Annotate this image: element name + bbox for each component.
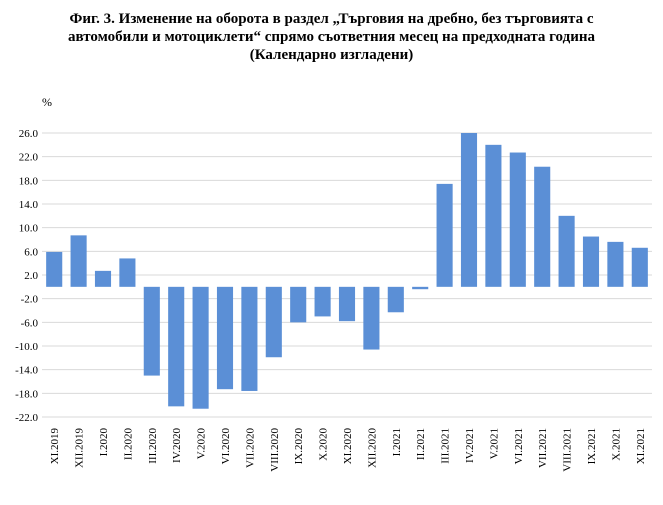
- bar-viii-2021: [558, 215, 575, 287]
- bar-iv-2021: [460, 133, 478, 287]
- x-tick-label: VIII.2020: [269, 428, 281, 472]
- y-tick-label: 2.0: [24, 270, 38, 282]
- x-tick-label: XI.2020: [342, 428, 354, 465]
- bar-x-2020: [314, 286, 331, 317]
- y-axis-ticks: 26.0 22.0 18.0 14.0 10.0 6.0 2.0 -2.0 -6.0 -10.0 -…: [15, 128, 38, 424]
- x-tick-label: II.2021: [415, 428, 427, 460]
- x-tick-label: V.2020: [196, 428, 208, 460]
- bar-v-2021: [485, 144, 502, 287]
- y-tick-label: 6.0: [24, 246, 38, 258]
- y-tick-label: -18.0: [15, 388, 38, 400]
- chart-title: Фиг. 3. Изменение на оборота в раздел „Т…: [0, 10, 663, 64]
- y-tick-label: 14.0: [19, 199, 39, 211]
- y-tick-label: 10.0: [19, 223, 39, 235]
- y-tick-label: -14.0: [15, 365, 38, 377]
- x-tick-label: X.2021: [610, 428, 622, 461]
- bar-ii-2020: [119, 258, 136, 287]
- bar-xi-2020: [338, 286, 356, 322]
- chart-title-line-3: (Календарно изгладени): [249, 47, 414, 63]
- x-tick-label: V.2021: [488, 428, 500, 459]
- x-tick-label: XII.2019: [74, 428, 86, 469]
- y-tick-label: 22.0: [19, 152, 39, 164]
- x-tick-label: III.2020: [147, 428, 159, 464]
- x-tick-label: II.2020: [122, 428, 134, 461]
- y-tick-label: 18.0: [19, 175, 39, 187]
- x-tick-label: VII.2021: [537, 428, 549, 468]
- y-tick-label: -2.0: [21, 294, 39, 306]
- y-tick-label: -22.0: [15, 412, 38, 424]
- bar-x-2021: [607, 241, 624, 287]
- bar-xii-2020: [363, 286, 380, 350]
- chart-title-line-1: Фиг. 3. Изменение на оборота в раздел „Т…: [69, 11, 594, 27]
- x-tick-label: IV.2020: [171, 428, 183, 463]
- chart-title-line-2: автомобили и мотоциклети“ спрямо съответ…: [68, 29, 595, 45]
- bar-viii-2020: [265, 286, 282, 358]
- x-tick-label: VII.2020: [244, 428, 256, 469]
- bar-xi-2019: [46, 251, 63, 287]
- y-axis-unit-label: %: [42, 95, 52, 109]
- bar-ii-2021: [412, 286, 429, 290]
- y-tick-label: -10.0: [15, 341, 38, 353]
- bar-ix-2020: [290, 286, 307, 323]
- bar-ix-2021: [582, 236, 600, 287]
- x-tick-label: X.2020: [318, 428, 330, 461]
- bar-vii-2021: [534, 166, 551, 287]
- x-tick-label: IX.2021: [586, 428, 598, 464]
- x-tick-label: XI.2019: [49, 428, 61, 465]
- bar-xii-2019: [70, 235, 87, 287]
- bar-vi-2021: [509, 152, 526, 287]
- y-tick-label: 26.0: [19, 128, 39, 140]
- x-tick-label: I.2020: [98, 428, 110, 457]
- bar-iv-2020: [168, 286, 185, 407]
- x-tick-label: IV.2021: [464, 428, 476, 463]
- bar-vi-2020: [216, 286, 234, 390]
- bar-xi-2021: [631, 247, 648, 287]
- x-tick-label: XI.2021: [635, 428, 647, 464]
- bar-v-2020: [192, 286, 209, 409]
- x-axis-ticks: XI.2019 XII.2019 I.2020 II.2020 III.2020 IV.2…: [49, 428, 647, 472]
- x-tick-label: IX.2020: [293, 428, 305, 465]
- bar-iii-2021: [436, 183, 453, 287]
- bars: [46, 133, 648, 409]
- x-tick-label: III.2021: [440, 428, 452, 464]
- bar-i-2021: [387, 286, 404, 313]
- bar-i-2020: [94, 270, 112, 287]
- x-tick-label: VI.2020: [220, 428, 232, 465]
- x-tick-label: XII.2020: [366, 428, 378, 469]
- x-tick-label: VIII.2021: [562, 428, 574, 472]
- x-tick-label: VI.2021: [513, 428, 525, 464]
- y-tick-label: -6.0: [21, 317, 39, 329]
- x-tick-label: I.2021: [391, 428, 403, 456]
- bar-vii-2020: [241, 286, 258, 391]
- bar-iii-2020: [143, 286, 160, 376]
